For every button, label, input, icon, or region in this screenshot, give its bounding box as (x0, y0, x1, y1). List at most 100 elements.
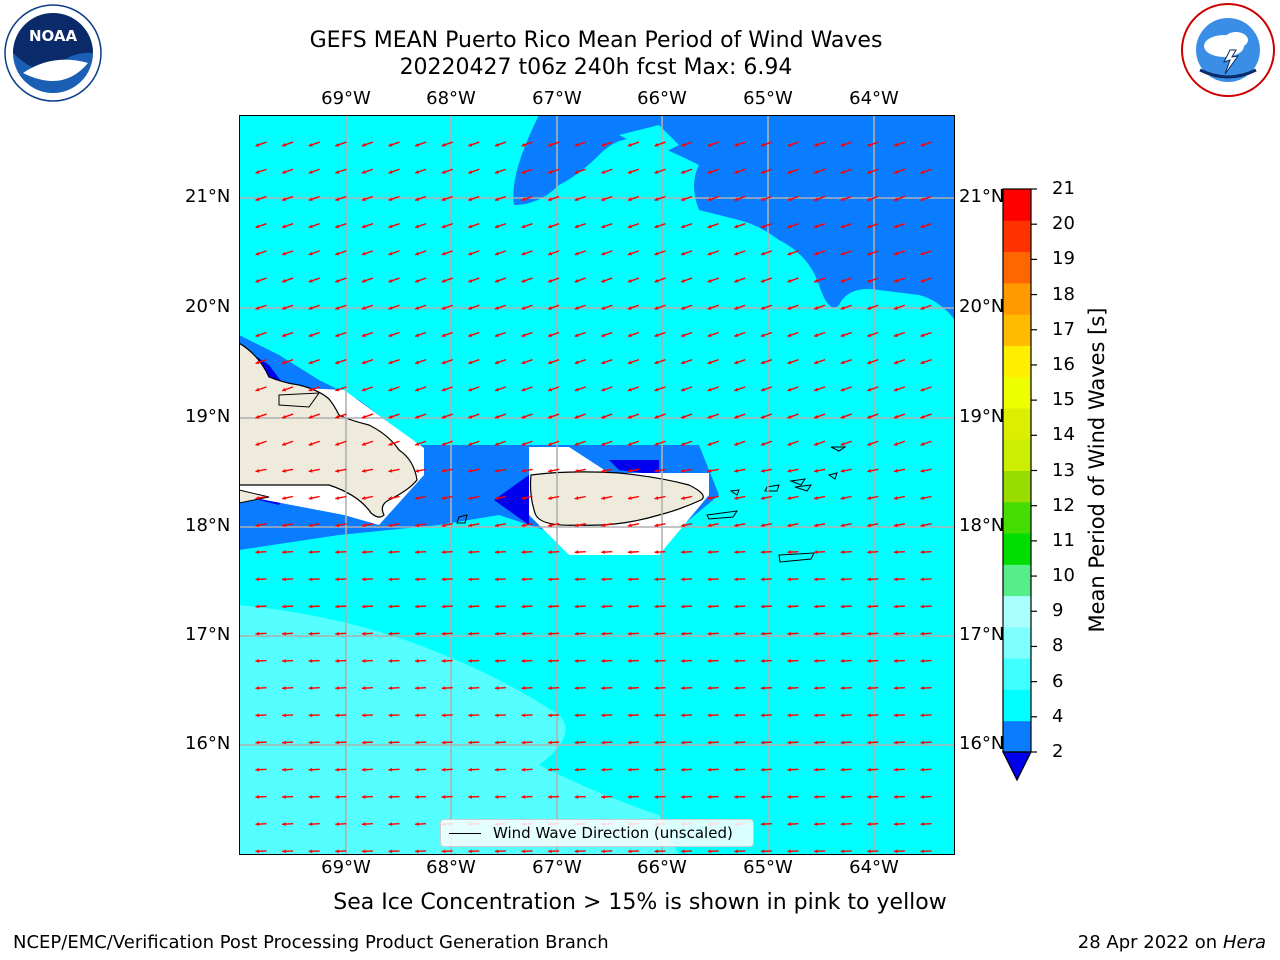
wind-wave-arrow-head (255, 577, 260, 582)
wind-wave-arrow-head (893, 604, 898, 609)
wind-wave-arrow-head (627, 251, 632, 256)
wind-wave-arrow-head (521, 740, 526, 745)
wind-wave-arrow-head (840, 468, 845, 473)
wind-wave-arrow-head (335, 686, 339, 691)
wind-wave-arrow-head (654, 306, 659, 310)
wind-wave-arrow-head (760, 442, 765, 446)
wind-wave-arrow-head (867, 251, 872, 256)
wind-wave-arrow-head (441, 387, 446, 392)
wind-wave-arrow-head (255, 631, 260, 636)
wind-wave-arrow-head (814, 686, 818, 691)
wind-wave-arrow-head (441, 740, 446, 745)
wind-wave-arrow-head (521, 306, 526, 310)
colorbar-segment (1003, 314, 1031, 346)
wind-wave-arrow-head (760, 224, 765, 229)
colorbar-tick-label: 12 (1052, 494, 1075, 516)
wind-wave-arrow-head (654, 251, 659, 256)
wind-wave-arrow-head (521, 333, 526, 337)
wind-wave-arrow-head (787, 360, 792, 365)
wind-wave-arrow-head (335, 822, 339, 827)
wind-wave-arrow-head (787, 631, 792, 636)
wind-wave-arrow-head (255, 142, 260, 147)
wind-wave-arrow-head (255, 414, 260, 419)
wind-wave-arrow-head (335, 333, 340, 337)
wind-wave-arrow-head (548, 849, 552, 854)
wind-wave-arrow-head (361, 197, 366, 201)
wind-wave-arrow-head (361, 794, 366, 799)
wind-wave-arrow-head (893, 713, 898, 718)
wind-wave-arrow-head (681, 794, 685, 799)
wind-wave-arrow-head (521, 550, 526, 555)
lat-label-right: 20°N (959, 296, 1005, 317)
wind-wave-arrow-head (787, 278, 792, 283)
wind-wave-arrow-head (308, 333, 313, 337)
wind-wave-arrow-head (601, 658, 605, 663)
wind-wave-arrow-head (840, 170, 845, 174)
wind-wave-arrow-head (654, 631, 659, 636)
wind-wave-arrow-head (734, 550, 738, 555)
wind-wave-arrow-head (548, 360, 553, 365)
wind-wave-arrow-head (627, 631, 632, 636)
wind-wave-arrow-head (494, 550, 499, 555)
wind-wave-arrow-head (601, 170, 606, 174)
wind-wave-arrow-head (787, 333, 792, 337)
wind-wave-arrow-head (760, 686, 765, 691)
wind-wave-arrow-head (388, 713, 393, 718)
wind-wave-arrow-head (361, 142, 366, 147)
wind-wave-arrow-head (494, 740, 499, 745)
wind-wave-arrow-head (840, 658, 845, 663)
wind-wave-arrow-head (681, 496, 685, 500)
wind-wave-arrow-head (867, 740, 871, 745)
wind-wave-arrow-head (548, 306, 553, 310)
wind-wave-arrow-head (893, 849, 898, 854)
wind-wave-arrow-head (840, 794, 845, 799)
wind-wave-arrow-head (574, 767, 579, 772)
wind-wave-arrow-head (814, 767, 818, 772)
wind-wave-arrow-head (441, 333, 446, 337)
wind-wave-arrow-head (282, 550, 286, 555)
wind-wave-arrow-head (681, 523, 685, 528)
wind-wave-arrow-head (441, 604, 446, 609)
wind-wave-arrow-head (601, 577, 605, 582)
wind-wave-arrow-head (893, 442, 898, 446)
wind-wave-arrow-head (814, 333, 819, 337)
date-stamp: 28 Apr 2022 on Hera (1077, 932, 1266, 953)
wind-wave-arrow-head (627, 794, 632, 799)
lon-label-bottom: 67°W (532, 857, 582, 878)
wind-wave-arrow-head (335, 197, 340, 201)
wind-wave-arrow-head (734, 197, 739, 201)
wind-wave-arrow-head (441, 197, 446, 201)
wind-wave-arrow-head (840, 414, 845, 419)
wind-wave-arrow-head (335, 251, 340, 256)
wind-wave-arrow-head (494, 713, 499, 718)
wind-wave-arrow-head (335, 604, 339, 609)
wind-wave-arrow-head (494, 468, 499, 473)
wind-wave-arrow-head (707, 468, 712, 473)
wind-wave-arrow-head (574, 387, 579, 392)
wind-wave-arrow-head (548, 740, 552, 745)
wind-wave-arrow-head (707, 197, 712, 201)
wind-wave-arrow-head (707, 577, 712, 582)
wind-wave-arrow-head (255, 468, 260, 473)
wind-wave-arrow-head (361, 387, 366, 392)
wind-wave-arrow-head (468, 631, 472, 636)
wind-wave-arrow-head (415, 278, 420, 283)
wind-wave-arrow-head (574, 496, 579, 500)
wind-wave-arrow-head (574, 550, 579, 555)
wind-wave-arrow-head (388, 251, 393, 256)
wind-wave-arrow-head (814, 306, 819, 310)
wind-wave-arrow-head (468, 713, 472, 718)
noaa-logo-text: NOAA (29, 27, 78, 45)
wind-wave-arrow-head (308, 794, 313, 799)
lon-label-top: 64°W (849, 88, 899, 109)
wind-wave-arrow-head (681, 468, 685, 473)
wind-wave-arrow-head (361, 577, 366, 582)
wind-wave-arrow-head (548, 170, 553, 174)
wind-wave-arrow-head (521, 658, 526, 663)
wind-wave-arrow-head (441, 442, 446, 446)
wind-wave-arrow-head (920, 333, 925, 337)
wind-wave-arrow-head (494, 142, 499, 147)
wind-wave-arrow-head (388, 767, 393, 772)
wind-wave-arrow-head (734, 631, 738, 636)
wind-wave-arrow-head (415, 658, 419, 663)
